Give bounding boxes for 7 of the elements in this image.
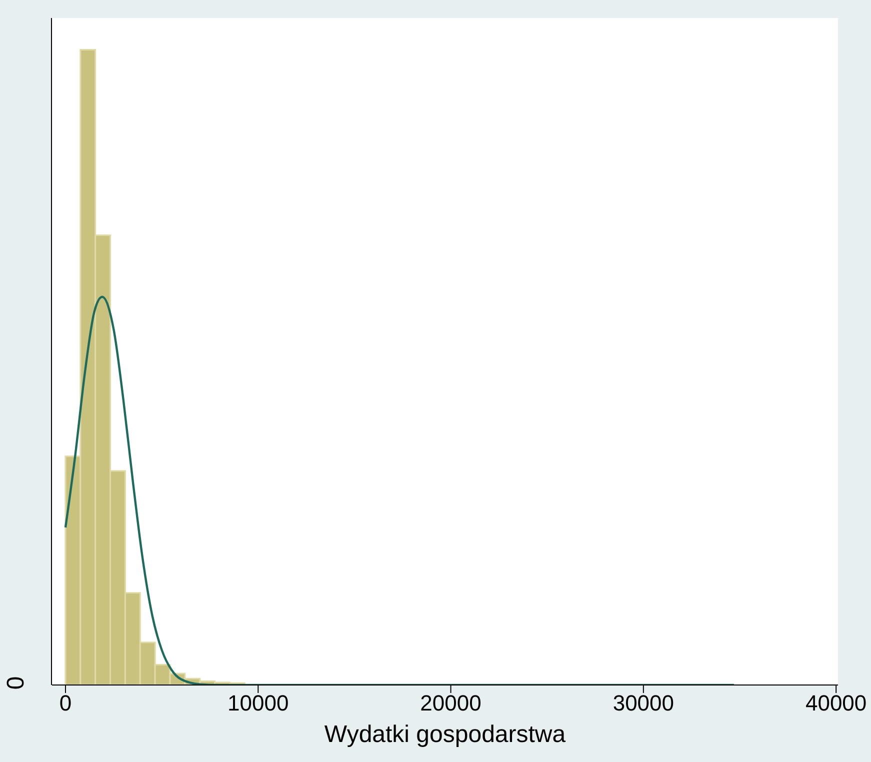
x-tick-label: 20000 [420, 690, 482, 716]
text: 0 [2, 676, 30, 690]
x-tick-label: 0 [59, 690, 72, 716]
x-tick-label: 10000 [228, 690, 289, 716]
x-tick-label: 40000 [805, 690, 867, 716]
x-tick-label: 30000 [612, 690, 674, 716]
x-axis-title: Wydatki gospodarstwa [324, 721, 566, 748]
